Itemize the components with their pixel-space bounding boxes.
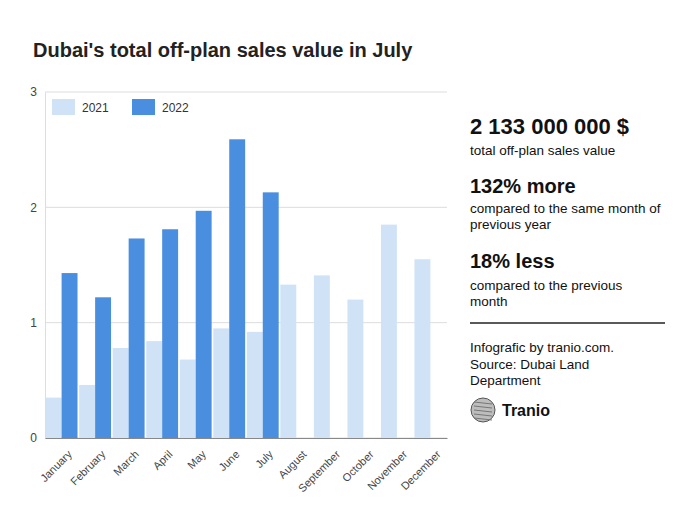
mom-change: 18% less — [470, 250, 555, 272]
logo-stroke — [474, 410, 492, 412]
grid-line — [45, 92, 447, 93]
text-line: total off-plan sales value — [470, 143, 615, 158]
text-line: previous year — [470, 217, 552, 232]
x-tick: July — [253, 438, 276, 470]
bar — [46, 398, 62, 438]
bar — [95, 297, 111, 438]
source: Source: Dubai LandDepartment — [470, 357, 589, 388]
y-tick-label: 1 — [30, 316, 37, 330]
text-line: compared to the same month of — [470, 201, 661, 216]
text-line: Department — [470, 373, 541, 388]
legend-label: 2022 — [162, 101, 189, 115]
x-tick-label: December — [398, 448, 443, 493]
logo-icon — [471, 398, 495, 422]
bar — [129, 238, 145, 438]
credit: Infografic by tranio.com. — [470, 340, 614, 355]
y-axis-line — [45, 93, 46, 439]
x-tick-label: March — [111, 448, 141, 478]
logo-stroke — [474, 402, 492, 404]
bar — [229, 139, 245, 438]
bar — [247, 332, 263, 438]
yoy-change: 132% more — [470, 175, 576, 197]
x-tick-label: February — [68, 448, 108, 488]
y-tick: 3 — [30, 85, 45, 99]
x-tick: June — [216, 438, 241, 473]
logo-stroke — [474, 406, 492, 408]
x-tick: May — [185, 438, 209, 471]
logo-circle — [471, 398, 495, 422]
bar — [347, 300, 363, 438]
x-tick: February — [68, 438, 108, 488]
bar — [180, 360, 196, 438]
x-axis-line — [46, 438, 448, 439]
bar — [146, 341, 162, 438]
bar — [213, 328, 229, 438]
bar — [314, 275, 330, 438]
x-tick: September — [296, 438, 343, 494]
chart: Dubai's total off-plan sales value in Ju… — [0, 0, 693, 520]
bar — [196, 211, 212, 438]
bar — [263, 192, 279, 438]
x-tick: March — [111, 438, 141, 478]
text-line: 18% less — [470, 250, 555, 272]
brand: Tranio — [502, 402, 550, 419]
grid-line — [45, 207, 447, 208]
headline-caption: total off-plan sales value — [470, 143, 615, 158]
x-tick-label: June — [216, 448, 241, 473]
x-tick: August — [276, 438, 309, 481]
text-line: 132% more — [470, 175, 576, 197]
bar — [162, 229, 178, 438]
mom-caption: compared to the previousmonth — [470, 278, 623, 309]
x-tick: December — [398, 438, 443, 492]
bar — [79, 385, 95, 438]
legend-swatch — [52, 99, 75, 115]
y-tick: 2 — [30, 201, 45, 215]
text-line: month — [470, 294, 508, 309]
x-axis: JanuaryFebruaryMarchAprilMayJuneJulyAugu… — [38, 438, 448, 494]
legend-label: 2021 — [82, 101, 109, 115]
side-panel: 2 133 000 000 $ total off-plan sales valu… — [470, 114, 665, 422]
x-tick-label: April — [151, 448, 175, 472]
legend: 2021 2022 — [52, 99, 189, 115]
y-tick: 1 — [30, 316, 45, 330]
logo-stroke — [474, 418, 492, 420]
x-tick-label: September — [296, 448, 343, 495]
text-line: Infografic by tranio.com. — [470, 340, 614, 355]
x-tick: April — [151, 438, 175, 472]
series — [62, 139, 279, 438]
divider — [470, 322, 665, 324]
bar — [280, 285, 296, 438]
bars — [46, 139, 431, 438]
y-tick-label: 0 — [30, 431, 37, 445]
text-line: Source: Dubai Land — [470, 357, 589, 372]
y-tick-label: 3 — [30, 85, 37, 99]
logo-stroke — [474, 414, 492, 416]
y-tick: 0 — [30, 431, 45, 445]
text-line: 2 133 000 000 $ — [470, 114, 629, 139]
x-tick-label: July — [253, 448, 276, 471]
title: Dubai's total off-plan sales value in Ju… — [33, 39, 413, 61]
x-tick-label: August — [276, 448, 309, 481]
y-tick-label: 2 — [30, 201, 37, 215]
x-tick-label: May — [185, 448, 209, 472]
text-line: compared to the previous — [470, 278, 623, 293]
bar — [381, 225, 397, 438]
y-axis: 0 1 2 3 — [30, 85, 45, 445]
legend-swatch — [132, 99, 155, 115]
yoy-caption: compared to the same month ofprevious ye… — [470, 201, 661, 232]
grid — [45, 92, 447, 438]
bar — [113, 348, 129, 438]
text-line: Tranio — [502, 402, 550, 419]
headline-value: 2 133 000 000 $ — [470, 114, 629, 139]
bar — [414, 259, 430, 438]
bar — [62, 273, 78, 438]
